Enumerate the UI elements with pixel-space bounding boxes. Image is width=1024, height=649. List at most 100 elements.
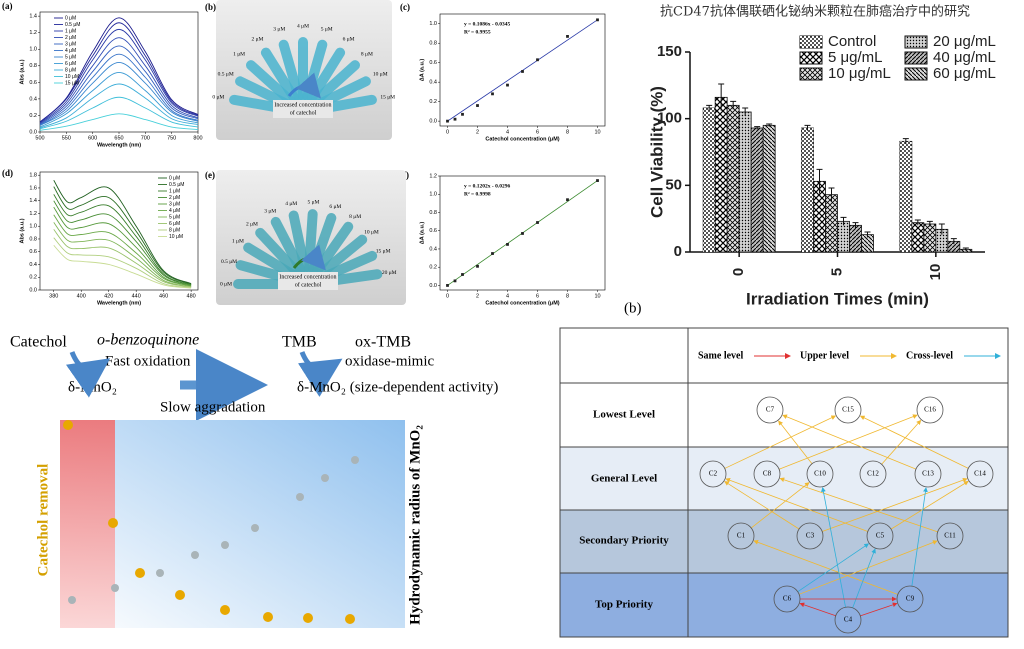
x-tick-label: 0: [730, 268, 747, 276]
legend-label: 0 μM: [169, 175, 180, 181]
legend-label: 5 μg/mL: [828, 49, 883, 66]
y-tick-label: 0.4: [29, 96, 37, 102]
y-tick-label: 100: [657, 110, 682, 127]
scheme-text: TMB: [282, 334, 317, 351]
y-tick-label: 0.6: [29, 80, 37, 86]
spectrum-line: [53, 180, 192, 285]
panel-label: (c): [400, 2, 410, 12]
edge: [750, 482, 810, 529]
error-bar: [816, 168, 823, 194]
bar-hatch: [763, 125, 776, 252]
x-tick-label: 700: [141, 135, 150, 141]
legend-label: 1 μM: [169, 188, 180, 194]
tube: [243, 242, 300, 281]
tube-label: 0 μM: [220, 281, 232, 287]
tube: [245, 60, 297, 107]
bar-hatch: [935, 229, 948, 252]
bar-hatch: [911, 222, 924, 252]
spectrum-line: [39, 45, 199, 125]
y-tick-label: 0.8: [429, 41, 437, 47]
x-axis-label: Catechol concentration (μM): [485, 136, 559, 142]
chart: 0.0 0.2 0.4 0.6 0.8 1.0 0 2 4 6 8 10 Catechol concen…: [419, 13, 606, 142]
bar-hatch: [813, 181, 826, 252]
legend-label: 8 μM: [65, 67, 76, 73]
error-bar: [938, 223, 945, 235]
edge: [799, 602, 836, 617]
tube-label: 0.5 μM: [218, 72, 234, 78]
panel-label: (a): [2, 1, 13, 11]
plot-frame: [39, 171, 199, 291]
removal-region: [60, 420, 115, 628]
concentration-arrow: [287, 72, 321, 99]
y-tick-label: 0.4: [29, 262, 37, 268]
panel-label: (b): [205, 2, 216, 12]
spectrum-line: [39, 113, 199, 131]
y-tick-label: 1.4: [29, 14, 37, 20]
y-tick-label: 0.8: [29, 236, 37, 242]
node: [756, 396, 784, 424]
legend-swatch-hatch: [800, 36, 822, 48]
panel-label: (d): [2, 168, 13, 178]
edge: [821, 486, 846, 608]
legend-label: 0.5 μM: [65, 22, 80, 28]
node-label: C9: [906, 595, 915, 603]
edge: [782, 414, 917, 470]
data-point: [521, 70, 524, 73]
x-tick-label: 0: [446, 293, 449, 299]
node-label: C5: [876, 532, 885, 540]
level-name: Secondary Priority: [579, 535, 669, 547]
node: [753, 460, 781, 488]
x-tick-label: 10: [594, 129, 600, 135]
x-tick-label: 0: [446, 129, 449, 135]
x-axis-label: Catechol concentration (μM): [485, 300, 559, 306]
y-tick-label: 0.0: [429, 283, 437, 289]
y-tick-label: 0.2: [429, 99, 437, 105]
y-tick-label: 0.8: [429, 210, 437, 216]
spectrum-line: [53, 206, 192, 286]
y-tick-label: 1.0: [429, 21, 437, 27]
spectrum-line: [39, 96, 199, 130]
x-tick-label: 400: [77, 293, 86, 299]
tube-label: 3 μM: [264, 209, 276, 215]
bar-hatch: [801, 128, 814, 252]
legend-label: 0 μM: [65, 15, 76, 21]
fit-annotation: R² = 0.9955: [464, 29, 491, 35]
node: [936, 522, 964, 550]
spectrum-line: [39, 62, 199, 126]
data-point: [491, 92, 494, 96]
legend-label: 3 μM: [169, 201, 180, 207]
edge: [852, 548, 876, 608]
row-bg: [559, 572, 1009, 638]
tube-label: 4 μM: [297, 23, 309, 29]
y-tick-label: 1.2: [29, 30, 37, 36]
spectrum-line: [39, 37, 199, 125]
x-tick-label: 600: [88, 135, 97, 141]
node-label: C10: [814, 470, 826, 478]
node: [834, 606, 862, 634]
bar-hatch: [825, 194, 838, 252]
tube-label: 15 μM: [380, 94, 395, 100]
node-label: C16: [924, 406, 936, 414]
scheme-text: δ-MnO₂ (size-dependent activity): [297, 379, 498, 395]
edge: [822, 477, 968, 532]
error-bar: [828, 187, 835, 202]
data-point: [566, 198, 569, 202]
y-tick-label: 1.2: [29, 211, 37, 217]
node-label: C8: [763, 470, 772, 478]
tube-label: 10 μM: [373, 72, 388, 78]
edge: [778, 420, 813, 465]
error-bar: [914, 219, 921, 226]
legend-label: 10 μM: [65, 74, 79, 80]
edge: [860, 602, 898, 617]
x-tick-label: 2: [476, 129, 479, 135]
legend-label: 20 μg/mL: [933, 33, 996, 50]
tube: [260, 47, 300, 104]
y-axis-label: ΔA (a.u.): [419, 222, 425, 245]
fit-annotation: y = 0.1086x - 0.0345: [464, 21, 510, 27]
edge: [890, 480, 969, 530]
spectrum-line: [53, 229, 192, 288]
tube-label: 6 μM: [343, 36, 355, 42]
node: [914, 460, 942, 488]
data-point: [461, 273, 464, 276]
